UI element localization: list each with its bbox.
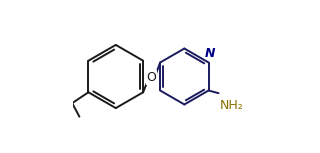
Text: O: O [147,71,156,84]
Text: N: N [204,47,215,60]
Text: NH₂: NH₂ [220,99,243,112]
